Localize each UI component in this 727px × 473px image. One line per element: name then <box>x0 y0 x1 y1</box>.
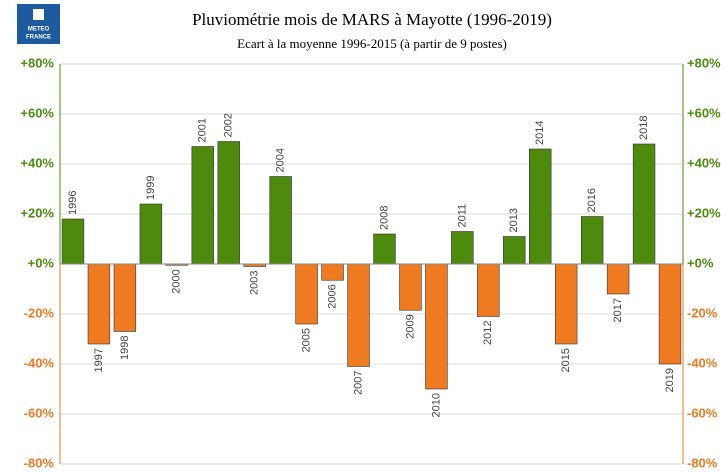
bar <box>529 148 552 265</box>
x-tick-label: 2001 <box>197 118 209 142</box>
x-tick-label: 2007 <box>352 371 364 395</box>
bar <box>503 236 526 265</box>
x-tick-label: 2006 <box>326 284 338 308</box>
bar <box>191 146 214 265</box>
x-tick-label: 2012 <box>482 321 494 345</box>
x-tick-label: 2017 <box>612 298 624 322</box>
x-tick-label: 2018 <box>638 116 650 140</box>
y-tick-label: -80% <box>24 455 55 470</box>
logo-icon <box>33 9 44 20</box>
x-tick-label: 2014 <box>534 121 546 145</box>
bar <box>217 141 240 265</box>
bar <box>295 263 318 325</box>
y2-tick-label: +20% <box>687 205 721 220</box>
y-tick-label: -60% <box>24 405 55 420</box>
chart-subtitle: Ecart à la moyenne 1996-2015 (à partir d… <box>237 36 507 51</box>
y-tick-label: -40% <box>24 355 55 370</box>
y2-tick-label: -80% <box>687 455 718 470</box>
y-tick-label: +20% <box>20 205 54 220</box>
bar <box>321 263 344 281</box>
x-tick-label: 2010 <box>430 393 442 417</box>
x-tick-label: 2002 <box>223 113 235 137</box>
bar <box>554 263 578 345</box>
bar <box>347 263 370 367</box>
x-tick-label: 2011 <box>456 204 468 228</box>
y2-tick-label: -20% <box>687 305 718 320</box>
y2-tick-label: +60% <box>687 105 721 120</box>
y2-tick-label: +80% <box>687 55 721 70</box>
logo-text: METEO <box>28 27 50 33</box>
x-tick-label: 1996 <box>67 191 79 215</box>
x-tick-label: 1997 <box>93 348 105 372</box>
x-tick-label: 2016 <box>586 188 598 212</box>
x-tick-label: 2013 <box>508 208 520 232</box>
bar <box>658 263 682 365</box>
y2-tick-label: +40% <box>687 155 721 170</box>
logo-text: FRANCE <box>26 35 51 41</box>
bar <box>113 263 137 332</box>
bar <box>606 263 630 295</box>
x-tick-label: 2000 <box>171 269 183 293</box>
bar <box>269 176 292 265</box>
bar <box>139 203 163 265</box>
y-tick-label: +40% <box>20 155 54 170</box>
y2-tick-label: -40% <box>687 355 718 370</box>
x-tick-label: 2019 <box>664 368 676 392</box>
bar <box>451 231 474 265</box>
x-tick-label: 1999 <box>145 176 157 200</box>
y-tick-label: -20% <box>24 305 55 320</box>
y-tick-label: +0% <box>28 255 55 270</box>
x-tick-label: 2015 <box>560 348 572 372</box>
bar <box>632 143 656 265</box>
bar <box>425 263 448 390</box>
x-tick-label: 2005 <box>301 328 313 352</box>
x-tick-label: 2009 <box>404 314 416 338</box>
x-tick-label: 2008 <box>378 206 390 230</box>
bar <box>61 218 85 265</box>
y-tick-label: +80% <box>20 55 54 70</box>
chart-title: Pluviométrie mois de MARS à Mayotte (199… <box>192 10 552 29</box>
y2-tick-label: +0% <box>687 255 714 270</box>
y2-tick-label: -60% <box>687 405 718 420</box>
x-tick-label: 1998 <box>119 336 131 360</box>
bar <box>477 263 500 317</box>
x-tick-label: 2003 <box>249 271 261 295</box>
bar <box>373 233 396 265</box>
x-tick-label: 2004 <box>275 148 287 172</box>
bar <box>399 263 422 311</box>
bar <box>87 263 111 345</box>
y-tick-label: +60% <box>20 105 54 120</box>
bar <box>580 216 604 265</box>
